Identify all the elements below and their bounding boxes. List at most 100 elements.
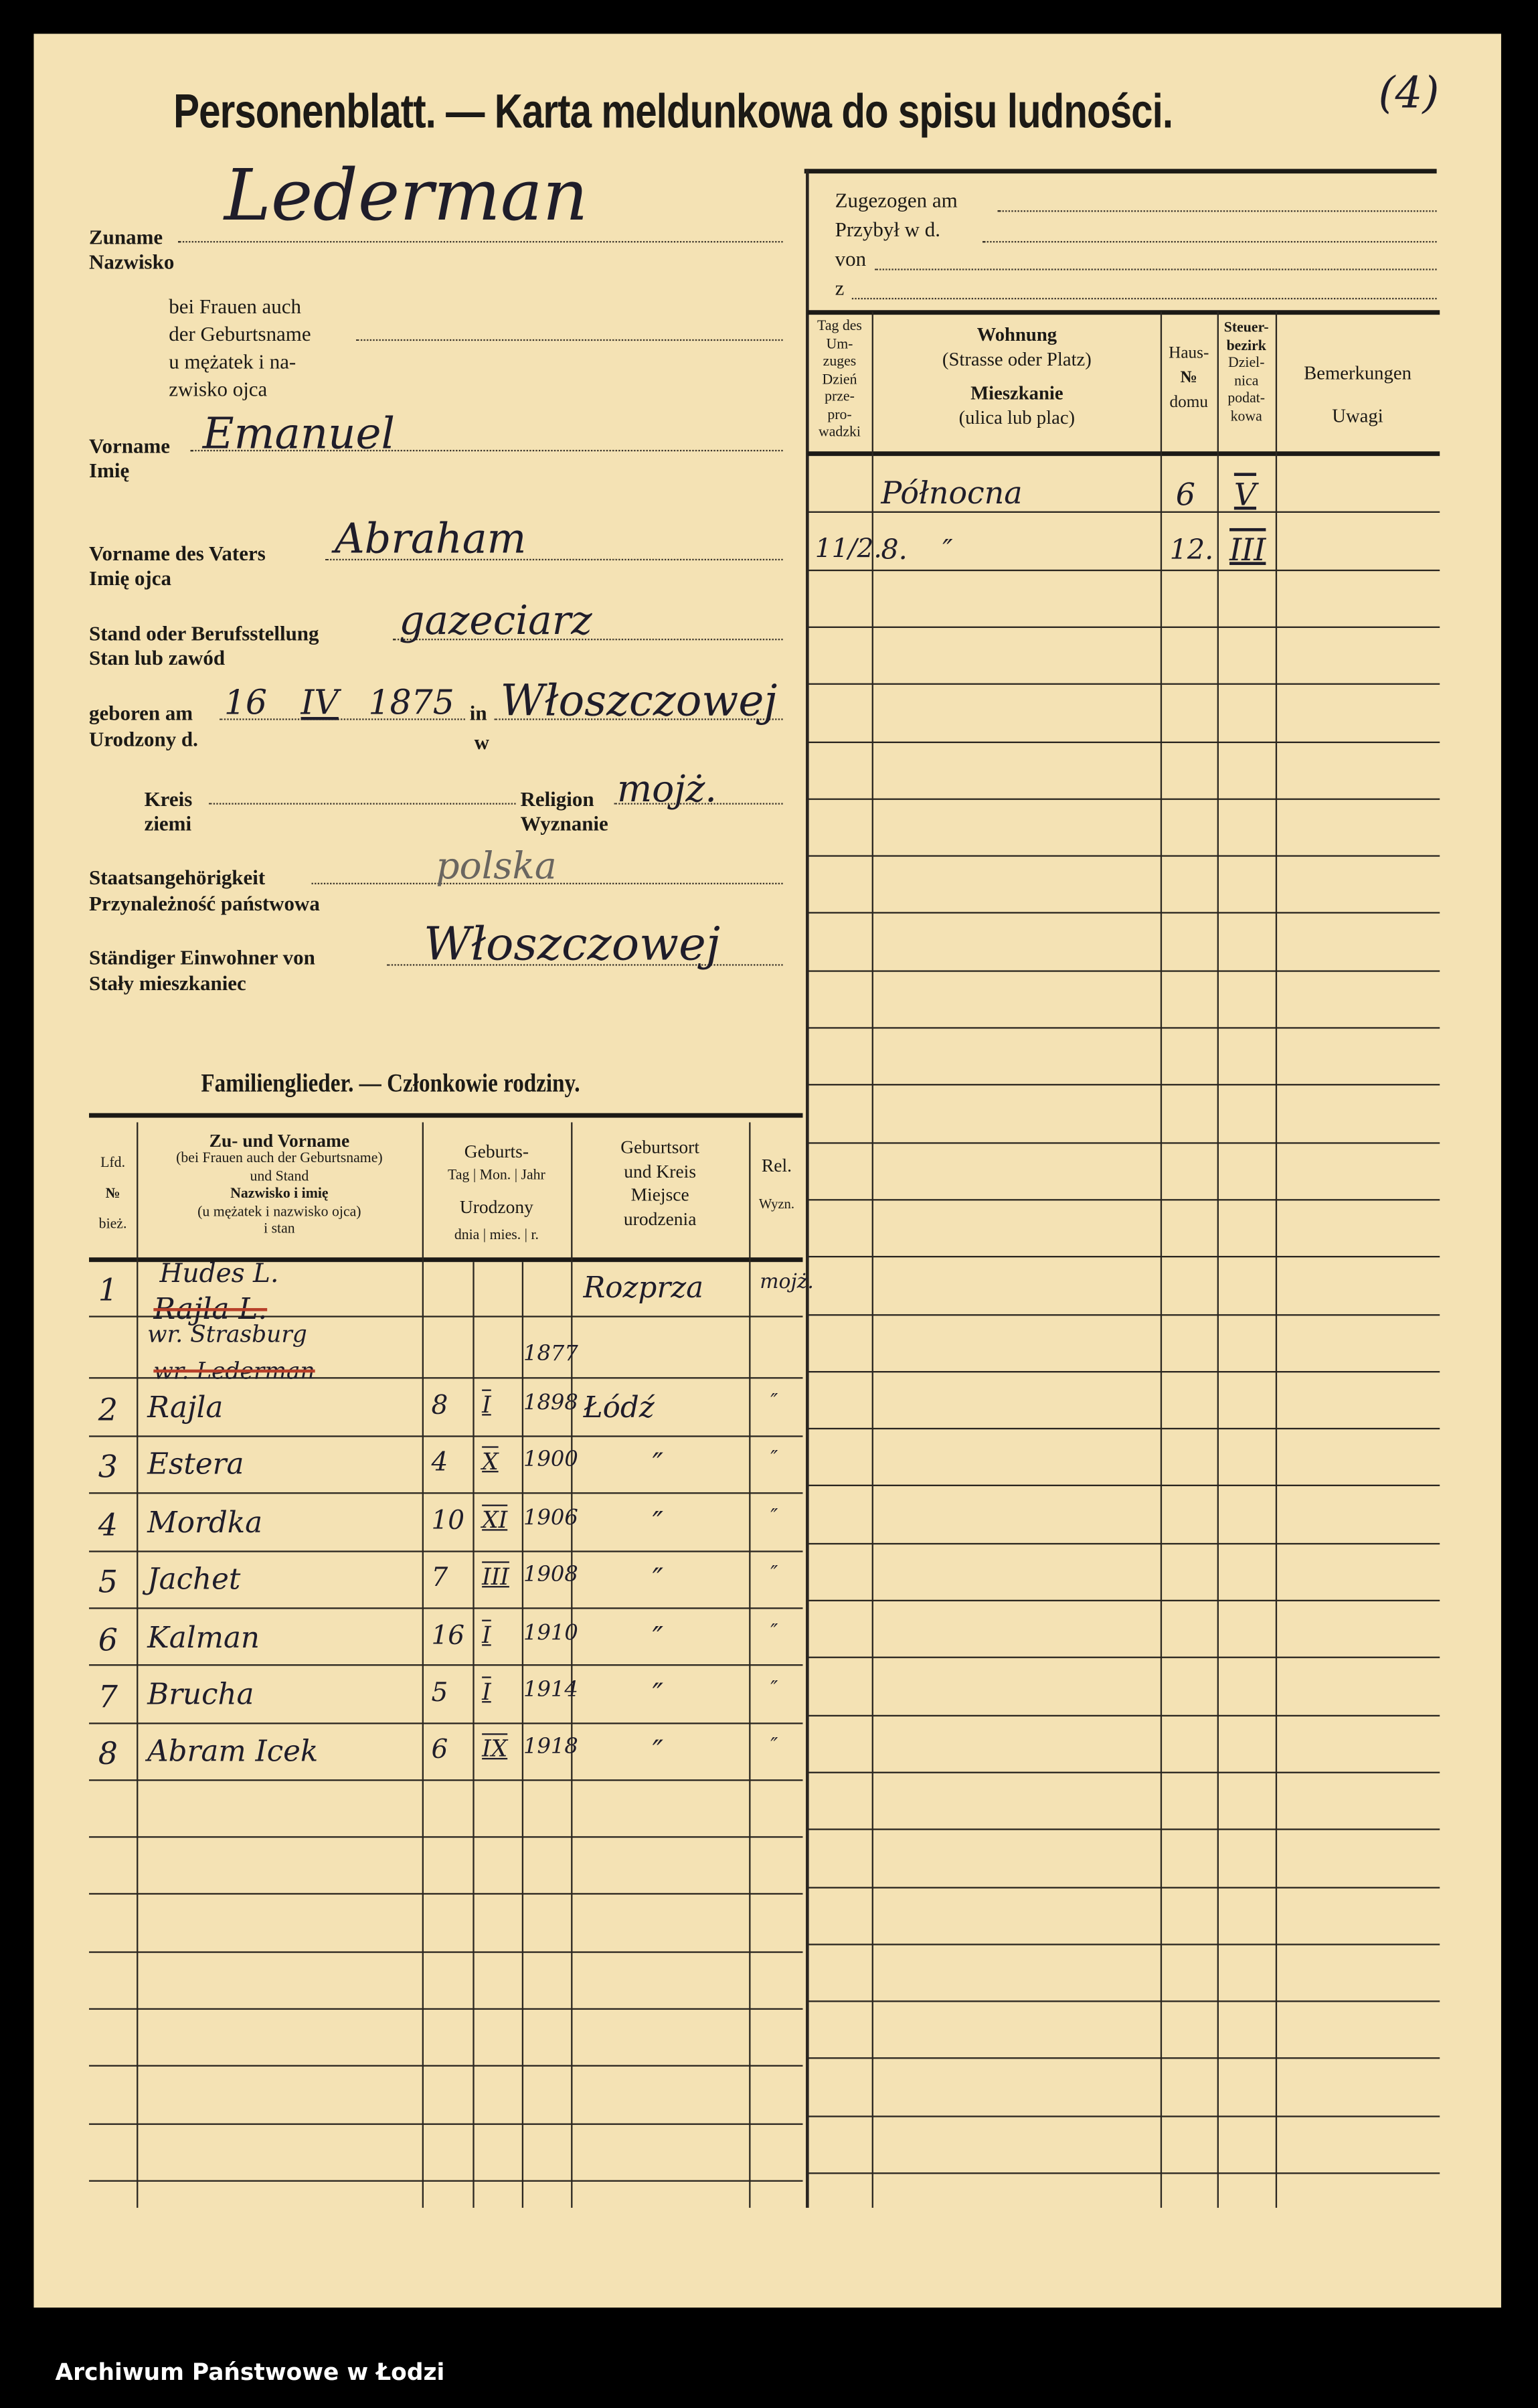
family-member-birth-day: 16 — [431, 1621, 465, 1652]
residence-row-2-house: 12. — [1169, 534, 1214, 567]
citizenship-label-pl: Przynależność państwowa — [89, 892, 320, 915]
family-member-birth-month: I — [482, 1621, 491, 1650]
family-member-religion: ″ — [770, 1447, 778, 1471]
family-member-struck-name: Rajla L. — [153, 1293, 268, 1327]
header-house-no: Haus- № domu — [1169, 343, 1209, 412]
family-member-birth-year: 1910 — [523, 1621, 578, 1646]
family-member-birthplace: ″ — [652, 1678, 663, 1712]
residence-row-line — [807, 1027, 1440, 1029]
family-member-religion: ″ — [770, 1506, 778, 1530]
family-member-birth-month: XI — [482, 1506, 508, 1534]
family-member-name: Estera — [147, 1447, 244, 1482]
family-member-birth-day: 7 — [431, 1562, 448, 1594]
family-row-line — [89, 1722, 803, 1724]
family-member-name: Kalman — [147, 1621, 260, 1656]
family-row-line — [89, 2180, 803, 2182]
residence-row-line — [807, 2000, 1440, 2002]
family-row-line — [89, 1836, 803, 1838]
birth-label-pl: Urodzony d. — [89, 728, 198, 751]
family-member-birth-year: 1898 — [523, 1390, 578, 1416]
maiden-name-label: bei Frauen auch der Geburtsname u mężatek … — [169, 295, 311, 401]
family-member-number: 7 — [98, 1678, 118, 1715]
archive-footer: Archiwum Państwowe w Łodzi — [55, 2358, 445, 2386]
resident-label-pl: Stały mieszkaniec — [89, 971, 246, 995]
residence-row-line — [807, 1599, 1440, 1602]
family-member-number: 6 — [98, 1621, 118, 1658]
family-member-birth-month: X — [482, 1447, 499, 1475]
residence-row-line — [807, 969, 1440, 972]
family-member-number: 8 — [98, 1735, 118, 1772]
residence-row-line — [807, 1828, 1440, 1831]
family-header-birth-date: Geburts- Tag | Mon. | Jahr Urodzony dnia… — [448, 1140, 545, 1244]
moved-in-labels: Zugezogen am Przybył w d. von z — [835, 189, 958, 300]
birth-month: IV — [301, 684, 339, 724]
family-member-number: 1 — [98, 1271, 118, 1308]
family-member-name: wr. Strasburg — [147, 1320, 307, 1348]
residence-row-line — [807, 511, 1440, 513]
residence-row-2-tax-district: III — [1229, 531, 1266, 568]
family-row-line — [89, 1664, 803, 1666]
first-name-value: Emanuel — [202, 408, 396, 459]
family-member-number: 5 — [98, 1562, 118, 1600]
residence-row-line — [807, 1141, 1440, 1143]
corner-mark: (4) — [1378, 67, 1440, 118]
district-label-pl: ziemi — [144, 812, 192, 835]
residence-row-line — [807, 568, 1440, 571]
residence-row-2-address: 8. ″ — [881, 534, 953, 567]
surname-label-de: Zuname — [89, 226, 163, 249]
family-row-line — [89, 1951, 803, 1953]
occupation-label-pl: Stan lub zawód — [89, 646, 226, 669]
family-member-birthplace: ″ — [652, 1621, 663, 1656]
religion-value: mojż. — [616, 767, 717, 811]
registration-card — [33, 33, 1501, 2308]
resident-value: Włoszczowej — [423, 918, 721, 972]
surname-value: Lederman — [224, 153, 588, 237]
family-member-religion: ″ — [770, 1621, 778, 1645]
occupation-value: gazeciarz — [399, 598, 592, 645]
residence-row-line — [807, 1886, 1440, 1888]
residence-row-2-date: 11/2. — [815, 534, 882, 565]
family-row-line — [89, 1607, 803, 1609]
residence-row-line — [807, 1485, 1440, 1487]
family-member-name: Brucha — [147, 1678, 254, 1712]
family-member-religion: mojż. — [760, 1271, 814, 1295]
birth-year: 1875 — [368, 684, 454, 724]
occupation-label-de: Stand oder Berufsstellung — [89, 621, 319, 645]
header-remarks: Bemerkungen Uwagi — [1304, 362, 1412, 427]
family-member-name: Hudes L. — [159, 1259, 279, 1290]
family-member-religion: ″ — [770, 1678, 778, 1702]
religion-label-de: Religion — [520, 787, 594, 811]
family-member-name: Mordka — [147, 1506, 263, 1540]
family-member-name: Abram Icek — [147, 1735, 319, 1769]
family-member-number: 2 — [98, 1390, 118, 1428]
family-member-birth-day: 4 — [431, 1447, 448, 1479]
father-label-pl: Imię ojca — [89, 566, 171, 590]
residence-row-line — [807, 740, 1440, 742]
family-row-line — [89, 2065, 803, 2067]
birth-day: 16 — [224, 684, 268, 724]
family-member-birth-month: I — [482, 1390, 491, 1419]
family-member-birth-day: 10 — [431, 1506, 465, 1537]
header-move-date: Tag des Um-zuges Dzień prze-pro-wadzki — [817, 319, 862, 441]
family-member-religion: ″ — [770, 1562, 778, 1587]
first-name-label-pl: Imię — [89, 459, 130, 483]
resident-label-de: Ständiger Einwohner von — [89, 945, 315, 969]
family-member-birthplace: ″ — [652, 1735, 663, 1769]
family-heading: Familienglieder. — Członkowie rodziny. — [201, 1068, 580, 1098]
birth-place: Włoszczowej — [500, 675, 778, 726]
residence-row-line — [807, 2058, 1440, 2060]
family-header-religion: Rel. Wyzn. — [758, 1154, 795, 1212]
first-name-label-de: Vorname — [89, 434, 170, 458]
residence-row-1-house: 6 — [1175, 475, 1195, 513]
family-row-line — [89, 1550, 803, 1552]
header-tax-district: Steuer-bezirk Dziel-nica podat-kowa — [1223, 321, 1269, 425]
residence-row-line — [807, 1542, 1440, 1544]
birth-label-de: geboren am — [89, 702, 193, 725]
residence-row-line — [807, 1428, 1440, 1430]
family-row-line — [89, 1492, 803, 1495]
residence-row-1-address: Północna — [881, 474, 1023, 511]
family-header-name: Zu- und Vorname (bei Frauen auch der Gebu… — [176, 1129, 383, 1238]
residence-row-line — [807, 1198, 1440, 1201]
family-member-birth-year: 1914 — [523, 1678, 578, 1703]
